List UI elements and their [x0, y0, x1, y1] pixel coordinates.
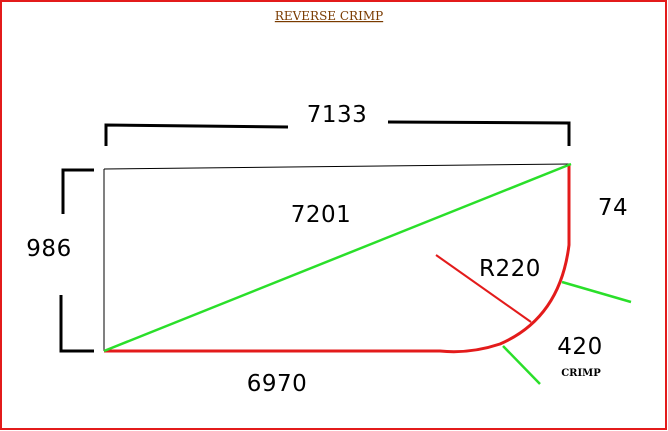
crimp-extension-line-lower [502, 345, 541, 385]
panel-crimp-edge [104, 165, 571, 354]
crimp-extension-line-upper [561, 280, 632, 304]
radius-label: R220 [479, 256, 541, 282]
panel-top-edge [103, 163, 571, 170]
crimp-length-label: 420 [557, 334, 602, 360]
top-dimension-bracket-right [387, 120, 571, 146]
top-dimension-bracket-left [104, 123, 289, 146]
left-height-label: 986 [26, 236, 71, 262]
bottom-length-label: 6970 [247, 371, 308, 397]
left-dimension-bracket-bottom [59, 295, 94, 353]
left-dimension-bracket-top [61, 168, 94, 214]
diagonal-line [103, 162, 572, 353]
top-width-label: 7133 [307, 102, 368, 128]
crimp-label: CRIMP [561, 368, 601, 379]
diagram-title: REVERSE CRIMP [275, 9, 383, 23]
radius-leader-line [435, 254, 532, 323]
right-edge-label: 74 [598, 195, 628, 221]
diagonal-label: 7201 [291, 202, 352, 228]
